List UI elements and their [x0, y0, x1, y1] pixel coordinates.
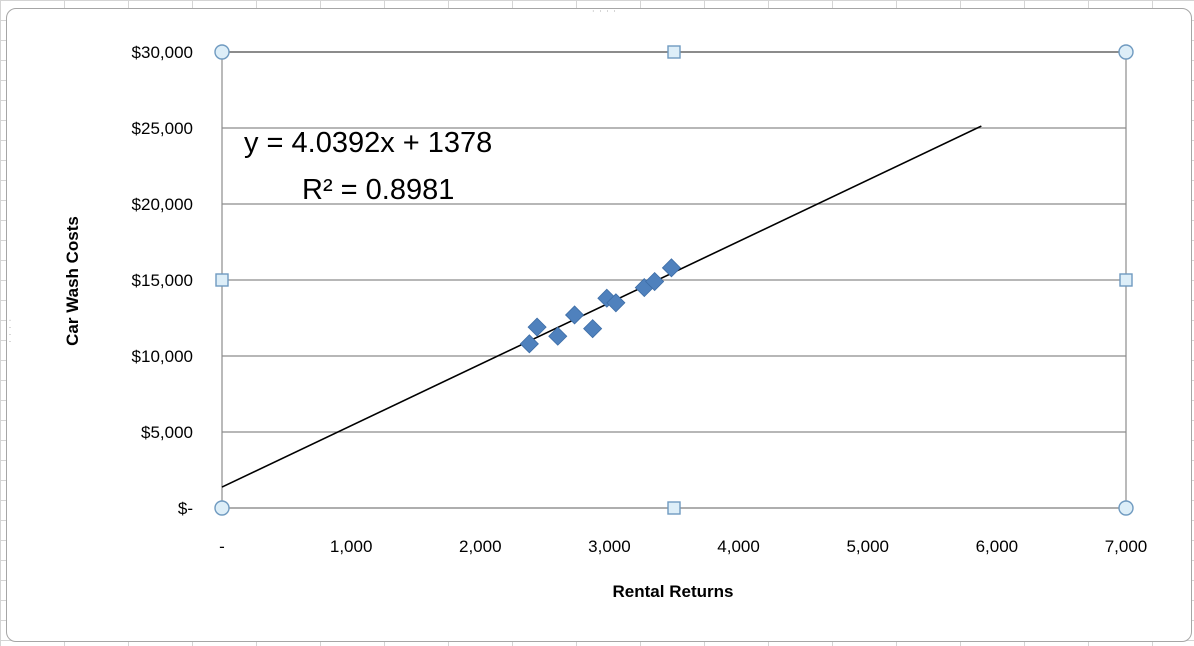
data-point: [564, 305, 585, 325]
edge-resize-handle[interactable]: [215, 273, 229, 287]
x-tick-label: 1,000: [330, 537, 373, 556]
trendline-layer: [221, 125, 982, 488]
x-tick-label: -: [219, 537, 225, 556]
data-point: [645, 271, 665, 292]
y-tick-label: $5,000: [141, 423, 193, 442]
trendline-equation[interactable]: y = 4.0392x + 1378: [244, 127, 492, 159]
corner-resize-handle[interactable]: [214, 500, 230, 516]
x-axis-tick-labels: - 1,000 2,000 3,000 4,000 5,000 6,000 7,000: [219, 537, 1147, 556]
x-tick-label: 4,000: [717, 537, 760, 556]
x-axis-title[interactable]: Rental Returns: [613, 582, 734, 601]
y-tick-label: $25,000: [132, 119, 193, 138]
data-points: [519, 258, 681, 354]
left-resize-grip-icon[interactable]: · · · ·: [5, 319, 14, 344]
edge-resize-handle[interactable]: [667, 501, 681, 515]
y-tick-label: $-: [178, 499, 193, 518]
data-point: [519, 334, 539, 354]
data-point: [661, 258, 681, 278]
x-tick-label: 7,000: [1105, 537, 1148, 556]
r-squared-label[interactable]: R² = 0.8981: [302, 174, 454, 206]
x-tick-label: 6,000: [976, 537, 1019, 556]
x-tick-label: 5,000: [846, 537, 889, 556]
corner-resize-handle[interactable]: [214, 44, 230, 60]
gridlines: [222, 51, 1126, 509]
top-resize-grip-icon[interactable]: · · · ·: [592, 7, 617, 16]
data-point: [606, 293, 626, 313]
y-axis-tick-labels: $- $5,000 $10,000 $15,000 $20,000 $25,000 $30,…: [132, 43, 193, 518]
trendline: [221, 125, 982, 488]
data-point: [583, 319, 603, 339]
chart-area[interactable]: · · · · · · · ·: [5, 7, 1192, 642]
edge-resize-handle[interactable]: [1119, 273, 1133, 287]
data-point: [548, 326, 568, 346]
corner-resize-handle[interactable]: [1118, 500, 1134, 516]
x-tick-label: 2,000: [459, 537, 502, 556]
data-point: [527, 317, 547, 337]
corner-resize-handle[interactable]: [1118, 44, 1134, 60]
y-axis-title[interactable]: Car Wash Costs: [63, 216, 82, 346]
y-tick-label: $10,000: [132, 347, 193, 366]
y-tick-label: $30,000: [132, 43, 193, 62]
x-tick-label: 3,000: [588, 537, 631, 556]
edge-resize-handle[interactable]: [667, 45, 681, 59]
y-tick-label: $15,000: [132, 271, 193, 290]
y-tick-label: $20,000: [132, 195, 193, 214]
selection-handles: [214, 44, 1134, 516]
